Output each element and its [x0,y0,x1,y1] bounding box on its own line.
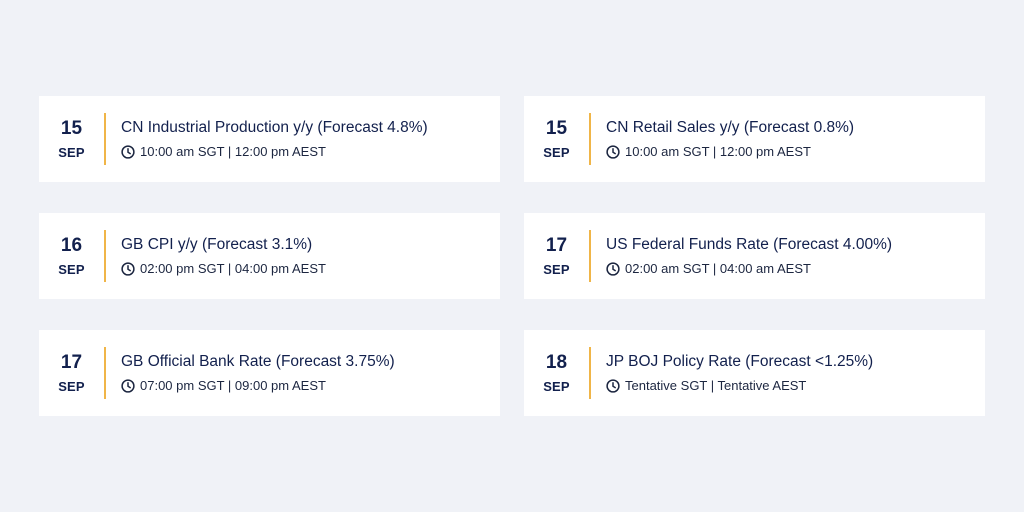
event-title: GB Official Bank Rate (Forecast 3.75%) [121,353,395,370]
event-date: 17 SEP [524,230,591,282]
event-day: 15 [60,117,83,139]
events-grid: 15 SEP CN Industrial Production y/y (For… [39,96,985,416]
event-date: 16 SEP [39,230,106,282]
event-day: 15 [545,117,568,139]
event-card[interactable]: 15 SEP CN Retail Sales y/y (Forecast 0.8… [524,96,985,182]
event-time: 07:00 pm SGT | 09:00 pm AEST [140,378,326,393]
event-month: SEP [58,261,85,277]
clock-icon [606,262,620,276]
event-day: 17 [545,234,568,256]
event-time-row: 02:00 am SGT | 04:00 am AEST [606,261,892,277]
event-month: SEP [543,378,570,394]
clock-icon [606,145,620,159]
event-info: US Federal Funds Rate (Forecast 4.00%) 0… [606,235,892,277]
event-time-row: 10:00 am SGT | 12:00 pm AEST [121,144,428,160]
event-date: 17 SEP [39,347,106,399]
event-month: SEP [58,144,85,160]
event-card[interactable]: 15 SEP CN Industrial Production y/y (For… [39,96,500,182]
event-month: SEP [543,261,570,277]
event-time: 10:00 am SGT | 12:00 pm AEST [140,144,326,159]
event-month: SEP [543,144,570,160]
clock-icon [606,379,620,393]
event-info: CN Retail Sales y/y (Forecast 0.8%) 10:0… [606,118,854,160]
event-title: GB CPI y/y (Forecast 3.1%) [121,236,313,253]
event-date: 15 SEP [524,113,591,165]
event-info: GB Official Bank Rate (Forecast 3.75%) 0… [121,352,395,394]
clock-icon [121,379,135,393]
event-info: CN Industrial Production y/y (Forecast 4… [121,118,428,160]
event-title: US Federal Funds Rate (Forecast 4.00%) [606,236,893,253]
event-date: 15 SEP [39,113,106,165]
event-time: Tentative SGT | Tentative AEST [625,378,807,393]
event-title: JP BOJ Policy Rate (Forecast <1.25%) [606,353,874,370]
event-time: 10:00 am SGT | 12:00 pm AEST [625,144,811,159]
event-day: 16 [60,234,83,256]
event-time: 02:00 am SGT | 04:00 am AEST [625,261,811,276]
event-info: GB CPI y/y (Forecast 3.1%) 02:00 pm SGT … [121,235,326,277]
event-title: CN Retail Sales y/y (Forecast 0.8%) [606,119,855,136]
event-info: JP BOJ Policy Rate (Forecast <1.25%) Ten… [606,352,873,394]
event-card[interactable]: 18 SEP JP BOJ Policy Rate (Forecast <1.2… [524,330,985,416]
event-day: 18 [545,351,568,373]
event-time-row: 07:00 pm SGT | 09:00 pm AEST [121,378,395,394]
event-card[interactable]: 16 SEP GB CPI y/y (Forecast 3.1%) 02:00 … [39,213,500,299]
event-title: CN Industrial Production y/y (Forecast 4… [121,119,428,136]
event-time-row: 02:00 pm SGT | 04:00 pm AEST [121,261,326,277]
event-card[interactable]: 17 SEP GB Official Bank Rate (Forecast 3… [39,330,500,416]
clock-icon [121,145,135,159]
event-time-row: Tentative SGT | Tentative AEST [606,378,873,394]
clock-icon [121,262,135,276]
event-card[interactable]: 17 SEP US Federal Funds Rate (Forecast 4… [524,213,985,299]
event-time: 02:00 pm SGT | 04:00 pm AEST [140,261,326,276]
event-month: SEP [58,378,85,394]
event-time-row: 10:00 am SGT | 12:00 pm AEST [606,144,854,160]
event-day: 17 [60,351,83,373]
event-date: 18 SEP [524,347,591,399]
